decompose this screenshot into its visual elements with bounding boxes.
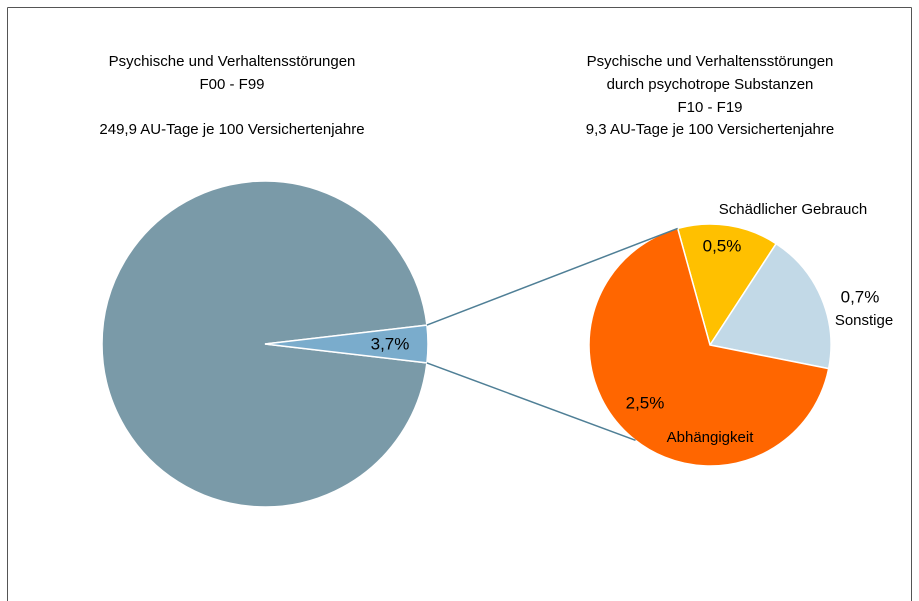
chart-title: 9,3 AU-Tage je 100 Versichertenjahre (586, 121, 835, 138)
connector (426, 362, 636, 442)
data-label: 0,5% (703, 236, 742, 255)
chart-title: 249,9 AU-Tage je 100 Versichertenjahre (99, 121, 364, 138)
chart-title: F00 - F99 (199, 76, 264, 93)
category-label: Abhängigkeit (667, 429, 755, 446)
category-label: Schädlicher Gebrauch (719, 201, 867, 218)
pie-slice (588, 227, 830, 467)
chart-title: F10 - F19 (677, 99, 742, 116)
data-label: 0,7% (841, 287, 880, 306)
connector (426, 227, 678, 326)
pie-slice (101, 180, 428, 508)
data-label: 2,5% (626, 393, 665, 412)
chart-title: Psychische und Verhaltensstörungen (587, 53, 834, 70)
category-label: Sonstige (835, 312, 893, 329)
chart-title: durch psychotrope Substanzen (607, 76, 814, 93)
chart-title: Psychische und Verhaltensstörungen (109, 53, 356, 70)
data-label: 3,7% (371, 334, 410, 353)
pie-slice (708, 242, 832, 370)
pie-slice (264, 324, 429, 364)
